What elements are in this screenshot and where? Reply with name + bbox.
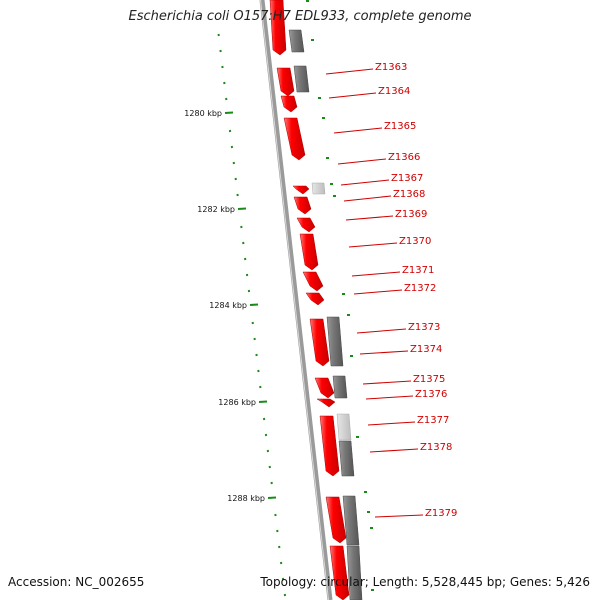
gene-label: Z1376 bbox=[415, 389, 447, 400]
gene-label: Z1372 bbox=[404, 283, 436, 294]
gene-arrow-red bbox=[299, 233, 319, 271]
gene-label: Z1375 bbox=[413, 374, 445, 385]
gene-arrow-red bbox=[280, 95, 298, 113]
gene-arrow-red bbox=[305, 292, 325, 306]
gene-label: Z1378 bbox=[420, 442, 452, 453]
gene-feature bbox=[319, 415, 340, 477]
gene-block-lightgray bbox=[311, 182, 326, 195]
gene-arrow-red bbox=[296, 217, 316, 233]
gene-feature bbox=[292, 185, 310, 195]
ruler-major-tick bbox=[258, 400, 268, 403]
ruler-major-tick bbox=[237, 207, 247, 210]
gene-block-gray bbox=[342, 495, 360, 546]
gene-block-lightgray bbox=[336, 413, 352, 441]
ruler-major-tick bbox=[224, 111, 234, 114]
gene-arrow-red bbox=[292, 185, 310, 195]
gene-label: Z1377 bbox=[417, 415, 449, 426]
gene-label-leader bbox=[367, 421, 416, 426]
accession-text: Accession: NC_002655 bbox=[8, 575, 145, 589]
gene-label: Z1379 bbox=[425, 508, 457, 519]
ruler-layer: 1280 kbp 1282 kbp 1284 kbp 1286 kbp 1288 kbp bbox=[184, 0, 374, 597]
gene-label-leader bbox=[348, 242, 398, 248]
gene-label-leader bbox=[325, 68, 374, 75]
gene-arrow-red bbox=[319, 415, 340, 477]
gene-arrow-red bbox=[293, 196, 312, 215]
gene-feature bbox=[302, 271, 324, 292]
gene-label: Z1373 bbox=[408, 322, 440, 333]
gene-label: Z1370 bbox=[399, 236, 431, 247]
gene-arrow-red bbox=[283, 117, 306, 161]
backbone-highlight bbox=[260, 0, 329, 600]
gene-label: Z1368 bbox=[393, 189, 425, 200]
gene-label-leader bbox=[356, 328, 407, 334]
gene-label: Z1363 bbox=[375, 62, 407, 73]
gene-block-gray bbox=[338, 440, 355, 477]
gene-feature bbox=[299, 233, 319, 271]
ruler-tick-label: 1288 kbp bbox=[227, 494, 265, 503]
gene-feature bbox=[325, 496, 347, 544]
summary-text: Topology: circular; Length: 5,528,445 bp… bbox=[260, 575, 590, 589]
backbone-layer bbox=[259, 0, 333, 600]
gene-label-leader bbox=[374, 514, 424, 518]
gene-arrow-red bbox=[314, 377, 335, 399]
gene-label-leader bbox=[365, 395, 414, 400]
ruler-major-tick bbox=[267, 496, 277, 499]
gene-label: Z1371 bbox=[402, 265, 434, 276]
gene-label: Z1364 bbox=[378, 86, 410, 97]
gene-feature bbox=[329, 545, 350, 600]
ruler-major-tick bbox=[249, 303, 259, 306]
backbone-line bbox=[259, 0, 333, 600]
gene-arrow-red bbox=[316, 398, 336, 408]
label-layer: Z1363 Z1364 Z1365 Z1366 Z1367 Z1368 Z1369 Z1370… bbox=[325, 62, 457, 519]
gene-label-leader bbox=[359, 350, 409, 355]
gene-label-leader bbox=[369, 448, 419, 453]
ruler-tick-label: 1282 kbp bbox=[197, 205, 235, 214]
gene-label-leader bbox=[362, 380, 412, 385]
gene-block-gray bbox=[288, 29, 305, 53]
gene-label-leader bbox=[333, 127, 383, 134]
gene-feature bbox=[305, 292, 325, 306]
gene-feature bbox=[276, 67, 295, 97]
gene-block-gray bbox=[293, 65, 310, 93]
gene-label: Z1374 bbox=[410, 344, 442, 355]
gene-arrow-red bbox=[276, 67, 295, 97]
ruler-tick-label: 1284 kbp bbox=[209, 301, 247, 310]
gene-label-leader bbox=[343, 195, 392, 202]
gene-block-gray bbox=[332, 375, 348, 399]
gene-label-leader bbox=[328, 92, 377, 99]
gene-label-leader bbox=[340, 179, 390, 186]
gene-label: Z1366 bbox=[388, 152, 420, 163]
gene-label-leader bbox=[337, 158, 387, 165]
gene-label-leader bbox=[345, 215, 394, 221]
map-title: Escherichia coli O157:H7 EDL933, complet… bbox=[128, 9, 472, 24]
gene-layer bbox=[269, 0, 363, 600]
gene-arrow-red bbox=[329, 545, 350, 600]
gene-arrow-red bbox=[309, 318, 330, 367]
gene-block-gray bbox=[326, 316, 344, 367]
gene-feature bbox=[280, 95, 298, 113]
gene-block-gray bbox=[346, 545, 363, 600]
gene-arrow-red bbox=[325, 496, 347, 544]
gene-feature bbox=[309, 318, 330, 367]
ruler-tick-label: 1280 kbp bbox=[184, 109, 222, 118]
gene-feature bbox=[269, 0, 287, 56]
gene-feature bbox=[296, 217, 316, 233]
gene-label: Z1367 bbox=[391, 173, 423, 184]
gene-feature bbox=[314, 377, 335, 399]
gene-label-leader bbox=[353, 289, 403, 295]
gene-arrow-red bbox=[302, 271, 324, 292]
gene-feature bbox=[316, 398, 336, 408]
gene-label: Z1369 bbox=[395, 209, 427, 220]
gene-feature bbox=[293, 196, 312, 215]
gene-label-leader bbox=[351, 271, 401, 277]
ruler-tick-label: 1286 kbp bbox=[218, 398, 256, 407]
gene-arrow-red bbox=[269, 0, 287, 56]
gene-label: Z1365 bbox=[384, 121, 416, 132]
gene-feature bbox=[283, 117, 306, 161]
